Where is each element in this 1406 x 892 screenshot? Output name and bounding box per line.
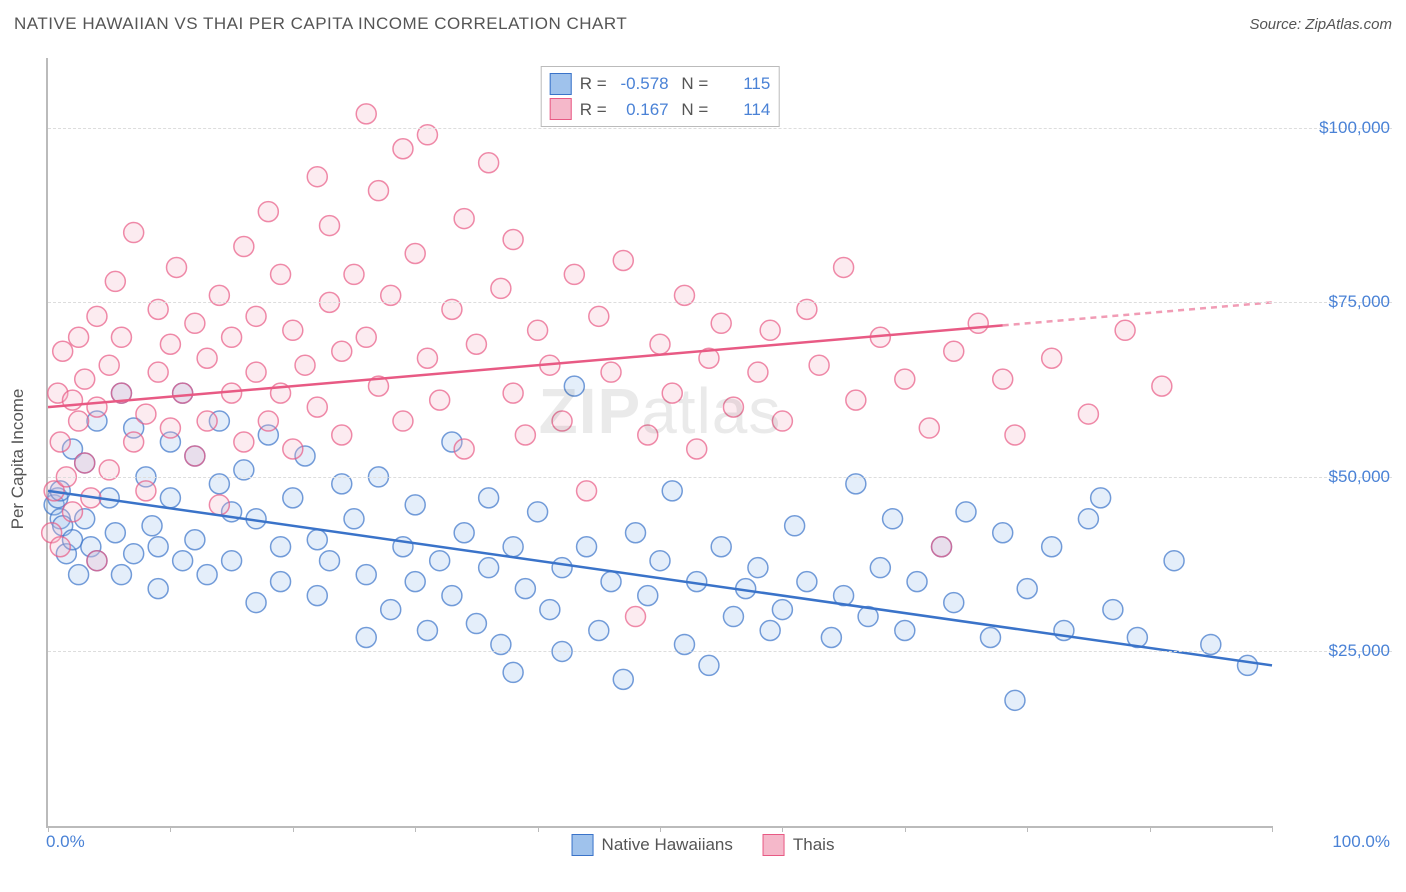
stats-n-label-0: N = <box>677 71 709 97</box>
stats-r-value-1: 0.167 <box>615 97 669 123</box>
stats-r-label-0: R = <box>580 71 607 97</box>
header: NATIVE HAWAIIAN VS THAI PER CAPITA INCOM… <box>0 0 1406 42</box>
y-tick-label: $75,000 <box>1280 292 1390 312</box>
stats-swatch-1 <box>550 98 572 120</box>
stats-swatch-0 <box>550 73 572 95</box>
stats-n-value-1: 114 <box>716 97 770 123</box>
y-tick-label: $100,000 <box>1280 118 1390 138</box>
chart-container: Per Capita Income ZIPatlas R = -0.578 N … <box>14 48 1392 870</box>
legend: Native Hawaiians Thais <box>572 834 835 856</box>
x-axis-max-label: 100.0% <box>1332 832 1390 852</box>
stats-n-value-0: 115 <box>716 71 770 97</box>
x-axis-min-label: 0.0% <box>46 832 85 852</box>
stats-box: R = -0.578 N = 115 R = 0.167 N = 114 <box>541 66 780 127</box>
legend-item-0: Native Hawaiians <box>572 834 733 856</box>
legend-swatch-0 <box>572 834 594 856</box>
plot-area: ZIPatlas R = -0.578 N = 115 R = 0.167 N … <box>46 58 1272 828</box>
y-axis-label: Per Capita Income <box>8 389 28 530</box>
legend-label-1: Thais <box>793 835 835 855</box>
stats-r-label-1: R = <box>580 97 607 123</box>
plot-svg <box>48 58 1272 826</box>
y-tick-label: $25,000 <box>1280 641 1390 661</box>
source-label: Source: ZipAtlas.com <box>1249 16 1392 33</box>
stats-row-1: R = 0.167 N = 114 <box>550 97 771 123</box>
y-tick-label: $50,000 <box>1280 467 1390 487</box>
chart-title: NATIVE HAWAIIAN VS THAI PER CAPITA INCOM… <box>14 14 627 34</box>
legend-item-1: Thais <box>763 834 835 856</box>
stats-r-value-0: -0.578 <box>615 71 669 97</box>
legend-swatch-1 <box>763 834 785 856</box>
stats-n-label-1: N = <box>677 97 709 123</box>
legend-label-0: Native Hawaiians <box>602 835 733 855</box>
stats-row-0: R = -0.578 N = 115 <box>550 71 771 97</box>
